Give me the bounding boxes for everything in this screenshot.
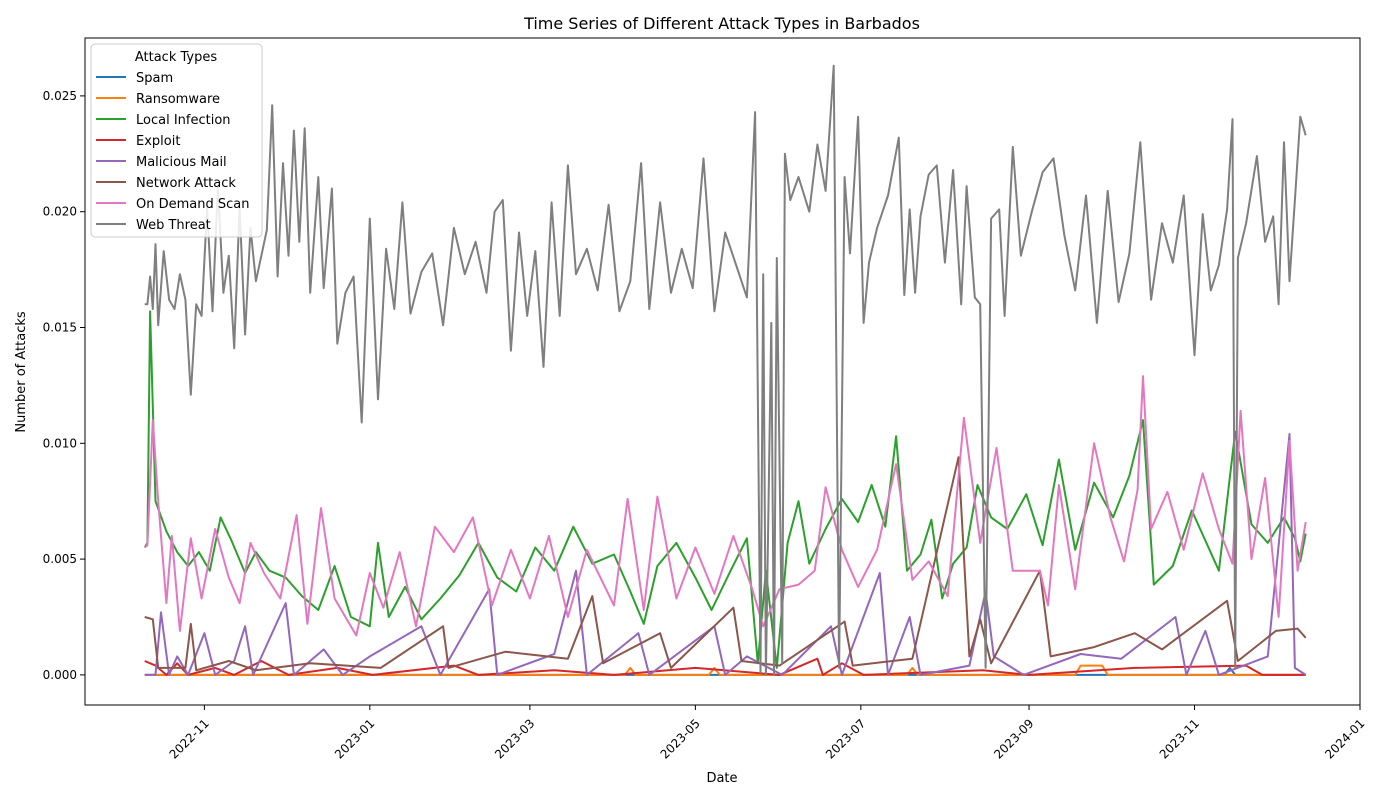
series-line-web-threat xyxy=(144,64,1307,676)
legend-box xyxy=(90,43,263,238)
legend-entry-label: Exploit xyxy=(136,134,180,149)
legend-entry-label: Malicious Mail xyxy=(136,155,227,170)
plot-frame xyxy=(84,37,1361,706)
legend-entry-label: Network Attack xyxy=(136,176,236,191)
x-axis-label: Date xyxy=(706,771,737,786)
x-tick-label: 2024-01 xyxy=(1322,716,1367,761)
y-axis: 0.000 0.005 0.010 0.015 0.020 0.025 xyxy=(43,89,85,682)
y-tick-label: 0.000 xyxy=(43,668,77,682)
x-tick-label: 2023-03 xyxy=(492,716,537,761)
x-tick-label: 2022-11 xyxy=(167,716,212,761)
series-line-network-attack xyxy=(144,456,1307,672)
y-tick-label: 0.020 xyxy=(43,205,77,219)
y-axis-label: Number of Attacks xyxy=(14,311,29,433)
y-tick-label: 0.025 xyxy=(43,89,77,103)
legend-entry-label: Ransomware xyxy=(136,92,220,107)
legend-items: Spam Ransomware Local Infection Exploit Mali… xyxy=(96,71,249,233)
series-line-exploit xyxy=(144,657,1306,676)
x-tick-label: 2023-09 xyxy=(991,716,1036,761)
x-tick-label: 2023-01 xyxy=(332,716,377,761)
legend-title: Attack Types xyxy=(135,50,217,65)
x-tick-label: 2023-07 xyxy=(823,716,868,761)
y-tick-label: 0.010 xyxy=(43,436,77,450)
legend: Attack Types Spam Ransomware Local Infecti… xyxy=(90,43,263,238)
y-tick-label: 0.015 xyxy=(43,320,77,334)
x-axis: 2022-11 2023-01 2023-03 2023-05 2023-07 2023-… xyxy=(167,705,1368,762)
x-tick-label: 2023-05 xyxy=(658,716,703,761)
plot-lines xyxy=(143,64,1307,676)
y-tick-label: 0.005 xyxy=(43,552,77,566)
series-line-malicious-mail xyxy=(144,433,1307,676)
legend-entry-label: Web Threat xyxy=(136,218,211,233)
chart-title: Time Series of Different Attack Types in… xyxy=(523,14,920,33)
x-tick-label: 2023-11 xyxy=(1157,716,1202,761)
series-line-local-infection xyxy=(143,310,1307,669)
series-line-ransomware xyxy=(144,664,1306,676)
legend-entry-label: Spam xyxy=(136,71,173,86)
legend-entry-label: Local Infection xyxy=(136,113,231,128)
series-line-on-demand-scan xyxy=(144,375,1307,637)
legend-entry-label: On Demand Scan xyxy=(136,197,249,212)
